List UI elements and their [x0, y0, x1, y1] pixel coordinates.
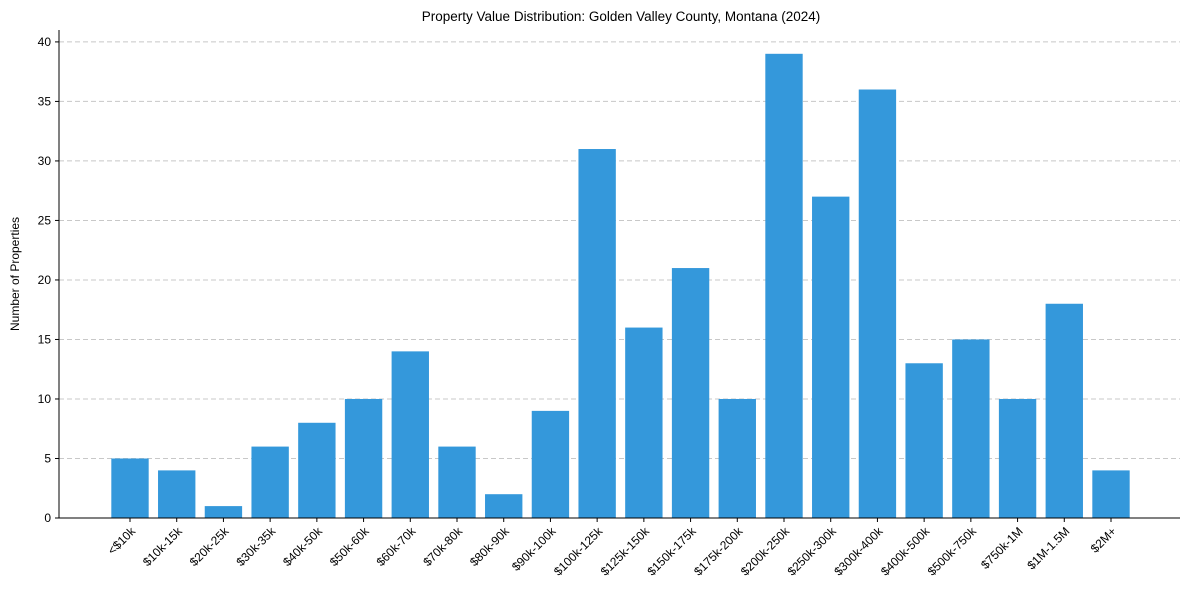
- gridlines: [59, 41, 1180, 459]
- bar: [204, 506, 243, 518]
- x-tick-label: $100k-125k: [551, 524, 606, 579]
- bar: [765, 53, 803, 519]
- y-tick-label: 5: [44, 451, 51, 465]
- bar: [1092, 470, 1130, 518]
- x-tick-label: $125k-150k: [598, 524, 653, 579]
- bar: [158, 470, 196, 518]
- bar: [438, 446, 476, 518]
- bar: [298, 422, 336, 518]
- chart-title: Property Value Distribution: Golden Vall…: [422, 9, 820, 24]
- y-axis-label: Number of Properties: [8, 217, 22, 331]
- bar: [812, 196, 850, 518]
- bar: [391, 351, 429, 518]
- x-tick-label: $20k-25k: [187, 524, 233, 570]
- y-tick-label: 35: [38, 94, 52, 108]
- y-tick-label: 40: [38, 35, 52, 49]
- bar: [485, 494, 523, 518]
- y-tick-label: 20: [38, 273, 52, 287]
- bar: [578, 149, 616, 518]
- x-tick-label: $60k-70k: [374, 524, 420, 570]
- bar: [111, 458, 149, 518]
- x-tick-label: $1M-1.5M: [1024, 524, 1072, 572]
- x-tick-label: $70k-80k: [420, 524, 466, 570]
- y-ticks: 0 5 10 15 20 25 30 35 40: [38, 35, 59, 525]
- bar: [998, 398, 1037, 518]
- x-tick-label: $175k-200k: [691, 524, 746, 579]
- bar: [718, 398, 756, 518]
- x-tick-label: $40k-50k: [280, 524, 326, 570]
- bar: [531, 410, 570, 518]
- x-tick-label: $90k-100k: [509, 524, 559, 574]
- y-tick-label: 15: [38, 332, 52, 346]
- bar: [952, 339, 990, 518]
- x-ticks: <$10k $10k-15k $20k-25k $30k-35k $40k-50k $50…: [105, 518, 1119, 578]
- y-tick-label: 25: [38, 213, 52, 227]
- x-tick-label: $200k-250k: [738, 524, 793, 579]
- bar: [905, 363, 943, 518]
- y-tick-label: 30: [38, 154, 52, 168]
- x-tick-label: $30k-35k: [233, 524, 279, 570]
- bar: [671, 268, 710, 518]
- axes: [58, 30, 1180, 519]
- y-tick-label: 0: [44, 511, 51, 525]
- bar: [344, 398, 383, 518]
- x-tick-label: $750k-1M: [978, 524, 1026, 572]
- x-tick-label: $300k-400k: [831, 524, 886, 579]
- x-tick-label: $400k-500k: [878, 524, 933, 579]
- x-tick-label: $10k-15k: [140, 524, 186, 570]
- x-tick-label: $250k-300k: [785, 524, 840, 579]
- bar: [858, 89, 897, 518]
- bars: [111, 53, 1130, 519]
- x-tick-label: $150k-175k: [644, 524, 699, 579]
- x-tick-label: $50k-60k: [327, 524, 373, 570]
- x-tick-label: $2M+: [1088, 524, 1119, 555]
- bar: [625, 327, 663, 518]
- bar: [251, 446, 289, 518]
- x-tick-label: $500k-750k: [925, 524, 980, 579]
- bar: [1045, 303, 1083, 518]
- x-tick-label: <$10k: [105, 524, 139, 558]
- x-tick-label: $80k-90k: [467, 524, 513, 570]
- y-tick-label: 10: [38, 392, 52, 406]
